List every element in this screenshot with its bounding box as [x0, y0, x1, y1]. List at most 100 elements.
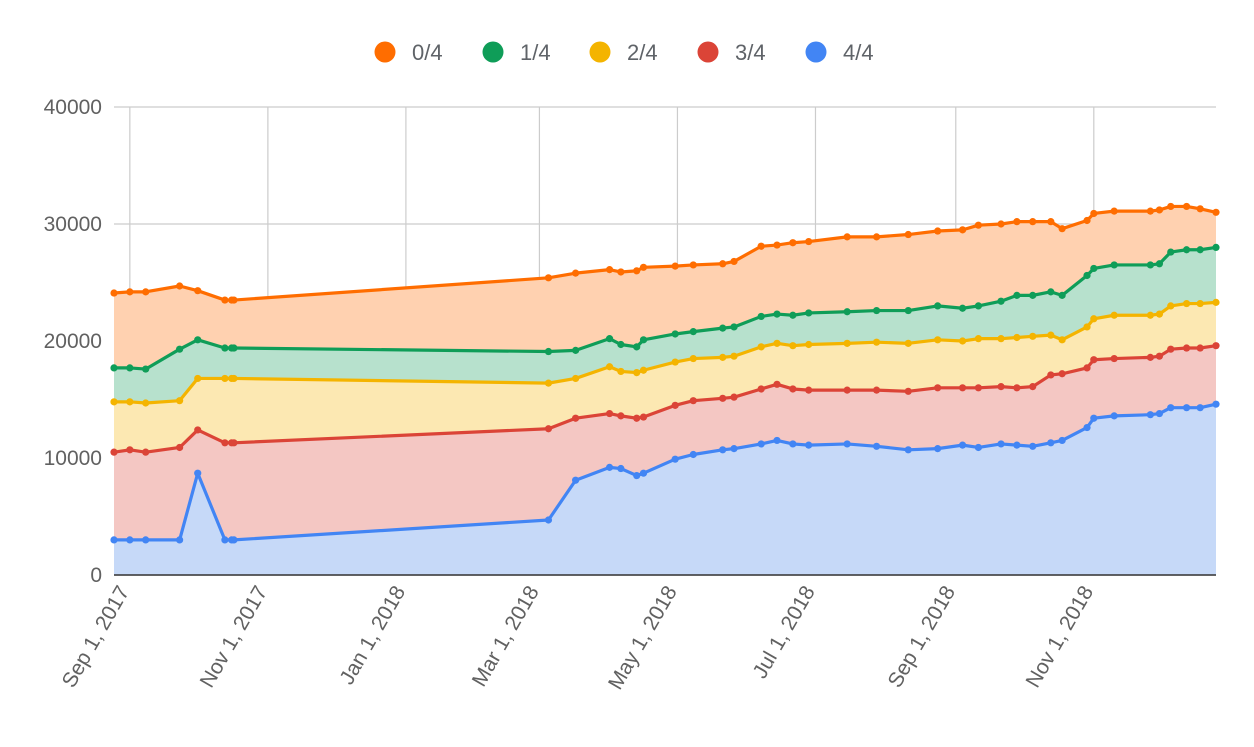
data-point — [1182, 246, 1191, 254]
series-area-2-4 — [114, 302, 1216, 453]
data-point — [689, 397, 697, 405]
data-point — [757, 242, 765, 250]
data-point — [605, 363, 614, 371]
data-point — [1155, 352, 1164, 360]
data-point — [997, 220, 1005, 228]
data-point — [617, 340, 625, 349]
data-point — [773, 436, 781, 445]
data-point — [126, 536, 134, 544]
data-point — [805, 441, 813, 449]
series-area-0-4 — [114, 206, 1216, 370]
data-point — [1058, 336, 1066, 344]
data-point — [997, 335, 1005, 343]
data-point — [1047, 288, 1055, 296]
data-point — [572, 374, 580, 383]
data-point — [572, 269, 580, 277]
series-area-3-4 — [114, 345, 1216, 540]
data-point — [934, 445, 942, 453]
data-point — [1146, 207, 1154, 215]
data-point — [1182, 202, 1191, 211]
data-point — [730, 323, 738, 331]
data-point — [730, 352, 738, 360]
x-tick-label: Jul 1, 2018 — [749, 582, 820, 682]
y-tick-label: 10000 — [44, 447, 102, 470]
data-point — [1090, 356, 1098, 364]
data-point — [221, 374, 229, 383]
data-point — [757, 440, 765, 448]
data-point — [639, 469, 648, 477]
data-point — [997, 383, 1005, 391]
data-point — [904, 446, 912, 454]
data-point — [1083, 271, 1091, 280]
y-tick-label: 0 — [90, 564, 102, 587]
data-point — [689, 261, 697, 269]
x-tick-label: Nov 1, 2017 — [196, 582, 273, 692]
x-tick-label: Mar 1, 2018 — [468, 582, 544, 691]
data-point — [617, 464, 625, 473]
data-point — [757, 385, 765, 393]
data-point — [1212, 400, 1220, 408]
data-point — [605, 409, 614, 418]
data-point — [689, 328, 697, 336]
data-point — [194, 287, 202, 295]
data-point — [730, 257, 738, 266]
data-point — [633, 368, 641, 377]
data-point — [617, 268, 625, 276]
data-point — [230, 344, 238, 352]
data-point — [1047, 439, 1055, 447]
data-point — [904, 339, 912, 347]
data-point — [176, 397, 184, 405]
data-point — [719, 353, 727, 361]
data-point — [110, 448, 118, 456]
data-point — [719, 324, 727, 332]
data-point — [1047, 371, 1055, 379]
data-point — [110, 536, 118, 544]
data-point — [230, 374, 238, 383]
data-point — [1013, 333, 1021, 342]
x-tick-label: May 1, 2018 — [604, 582, 682, 694]
legend-marker — [482, 41, 504, 63]
data-point — [126, 398, 134, 406]
data-point — [843, 308, 851, 316]
data-point — [757, 343, 765, 351]
data-point — [997, 440, 1005, 448]
data-point — [872, 233, 881, 241]
data-point — [1047, 331, 1055, 339]
data-point — [904, 230, 912, 239]
data-point — [730, 445, 738, 453]
data-point — [1110, 261, 1118, 269]
data-point — [1110, 354, 1118, 363]
data-point — [1155, 409, 1164, 418]
x-tick-label: Jan 1, 2018 — [335, 582, 410, 689]
data-point — [1029, 291, 1037, 299]
data-point — [1167, 302, 1175, 310]
data-point — [1058, 436, 1066, 445]
data-point — [934, 384, 942, 392]
data-point — [1058, 225, 1066, 233]
data-point — [633, 267, 641, 275]
x-tick-label: Nov 1, 2018 — [1022, 582, 1099, 692]
series-area-4-4 — [114, 404, 1216, 575]
data-point — [126, 364, 134, 372]
data-point — [843, 386, 851, 394]
data-point — [194, 374, 202, 383]
data-point — [1182, 404, 1191, 412]
data-point — [958, 441, 967, 449]
data-point — [142, 365, 150, 373]
data-point — [639, 263, 648, 271]
data-point — [142, 536, 150, 544]
legend-marker — [374, 41, 396, 63]
data-point — [1167, 404, 1175, 412]
data-point — [1090, 264, 1098, 273]
data-point — [544, 425, 553, 433]
data-point — [605, 266, 614, 274]
data-point — [1182, 299, 1191, 308]
data-point — [230, 439, 238, 447]
data-point — [1212, 342, 1220, 350]
data-point — [605, 463, 614, 471]
data-point — [142, 288, 150, 296]
data-point — [757, 312, 765, 321]
data-point — [805, 386, 813, 394]
data-point — [1146, 353, 1154, 361]
